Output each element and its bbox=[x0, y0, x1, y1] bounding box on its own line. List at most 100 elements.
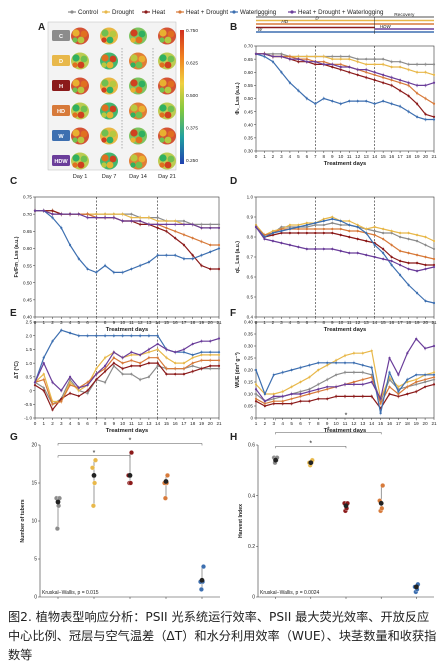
data-point bbox=[68, 213, 72, 216]
y-tick-label: 0.6 bbox=[247, 275, 254, 280]
data-point bbox=[191, 353, 194, 357]
data-point bbox=[90, 465, 95, 471]
data-point bbox=[314, 102, 317, 105]
data-point bbox=[139, 362, 142, 365]
data-point bbox=[382, 63, 385, 66]
plant-leaf bbox=[101, 112, 107, 118]
data-point bbox=[365, 253, 368, 257]
data-point bbox=[365, 71, 368, 74]
data-point bbox=[165, 348, 168, 351]
y-tick-label: -0.5 bbox=[24, 402, 32, 407]
x-tick-label: 1 bbox=[255, 421, 258, 426]
thermal-plant-image bbox=[100, 27, 118, 45]
y-tick-label: 1.0 bbox=[26, 361, 33, 366]
x-tick-label: 17 bbox=[398, 320, 404, 325]
data-point bbox=[415, 373, 418, 376]
data-point bbox=[271, 60, 275, 63]
data-point bbox=[356, 251, 359, 255]
phase-bar-label: HDW bbox=[380, 24, 392, 29]
plant-leaf bbox=[159, 104, 167, 112]
data-point bbox=[424, 71, 427, 74]
stat-test-label: Kruskal−Wallis, p = 0.015 bbox=[42, 590, 99, 596]
data-point bbox=[68, 243, 72, 247]
plant-leaf bbox=[72, 79, 80, 87]
data-point bbox=[51, 209, 54, 212]
data-point bbox=[290, 392, 293, 396]
x-tick-label: 4 bbox=[69, 421, 72, 426]
y-axis-title: Φ₂_Lss (a.u.) bbox=[235, 82, 241, 114]
data-point bbox=[305, 231, 308, 235]
data-point bbox=[103, 334, 107, 337]
data-point bbox=[370, 395, 373, 398]
data-point bbox=[317, 397, 320, 400]
data-point bbox=[174, 351, 177, 354]
plant-leaf bbox=[72, 112, 78, 118]
data-point bbox=[147, 334, 151, 337]
data-point bbox=[121, 334, 124, 337]
data-point bbox=[217, 351, 221, 354]
data-point bbox=[86, 267, 89, 271]
x-tick-label: 20 bbox=[423, 421, 429, 426]
series-line bbox=[35, 210, 219, 225]
data-point bbox=[382, 247, 385, 251]
data-point bbox=[68, 378, 72, 381]
data-point bbox=[398, 89, 402, 92]
y-tick-label: 2.5 bbox=[26, 320, 33, 325]
data-point bbox=[352, 371, 355, 374]
data-point bbox=[280, 71, 283, 74]
row-label-w: W bbox=[52, 130, 70, 141]
data-point bbox=[331, 247, 334, 251]
data-point bbox=[352, 352, 355, 355]
data-point bbox=[272, 397, 275, 400]
x-tick-label: 1 bbox=[42, 421, 45, 426]
chart-g: G05101520CDHHDW**Kruskal−Wallis, p = 0.0… bbox=[10, 432, 220, 600]
data-point bbox=[356, 73, 359, 76]
data-point bbox=[217, 337, 221, 340]
data-point bbox=[297, 55, 300, 58]
data-point bbox=[356, 225, 359, 229]
data-point bbox=[322, 227, 325, 231]
data-point bbox=[407, 63, 410, 66]
data-point bbox=[121, 356, 124, 359]
mean-marker bbox=[414, 584, 419, 590]
x-tick-label: 14 bbox=[372, 320, 378, 325]
data-point bbox=[365, 227, 368, 231]
data-point bbox=[415, 291, 419, 295]
data-point bbox=[263, 237, 266, 241]
significance-bracket bbox=[275, 432, 382, 435]
data-point bbox=[390, 259, 393, 263]
y-tick-label: 0.05 bbox=[244, 404, 253, 409]
data-point bbox=[398, 259, 402, 263]
colorbar-tick-label: 0.750 bbox=[186, 28, 198, 34]
x-tick-label: 5 bbox=[78, 421, 81, 426]
data-point bbox=[156, 348, 159, 351]
data-point bbox=[42, 356, 45, 359]
data-point bbox=[209, 359, 212, 362]
legend-swatch-dot bbox=[290, 10, 294, 14]
plant-leaf bbox=[159, 87, 165, 93]
data-point bbox=[95, 213, 98, 216]
data-point bbox=[297, 89, 300, 92]
data-point bbox=[424, 243, 427, 247]
data-point bbox=[217, 223, 221, 226]
data-point bbox=[280, 55, 283, 58]
plant-leaf bbox=[101, 29, 109, 37]
data-point bbox=[60, 213, 63, 216]
row-label-box bbox=[52, 105, 70, 116]
data-point bbox=[288, 231, 292, 235]
data-point bbox=[68, 375, 72, 378]
thermal-plant-image bbox=[71, 127, 89, 145]
row-label-box bbox=[52, 80, 70, 91]
plot-area bbox=[34, 196, 220, 318]
x-tick-label: 8 bbox=[323, 320, 326, 325]
data-point bbox=[415, 261, 419, 265]
series-2 bbox=[33, 208, 221, 272]
data-point bbox=[373, 225, 376, 229]
x-tick-label: 2 bbox=[51, 421, 54, 426]
y-tick-label: 0.6 bbox=[248, 443, 255, 449]
row-label-text: W bbox=[58, 134, 64, 140]
data-point bbox=[343, 395, 347, 398]
y-tick-label: 0.55 bbox=[23, 263, 32, 268]
data-point bbox=[281, 402, 284, 405]
y-tick-label: 0.15 bbox=[244, 380, 253, 385]
